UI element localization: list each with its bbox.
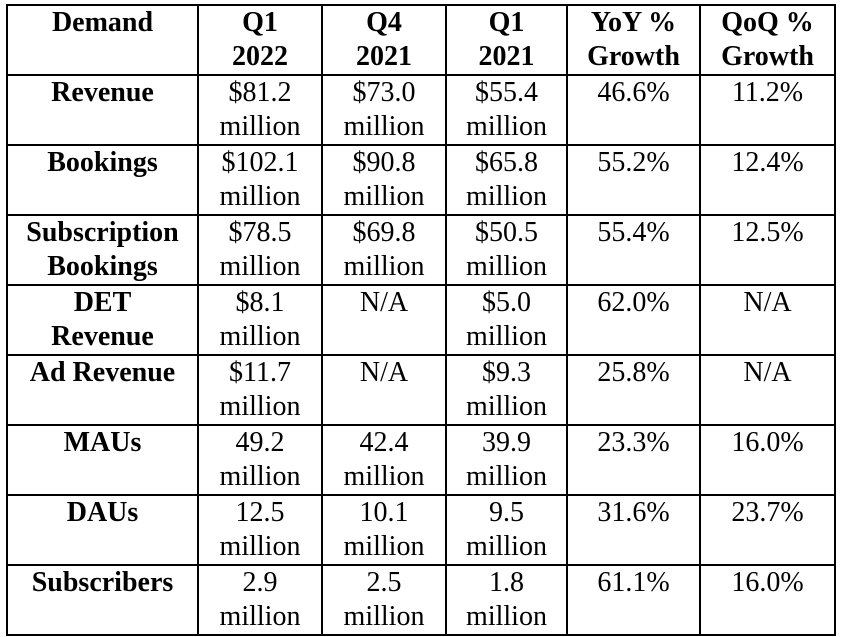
table-cell: 61.1% xyxy=(566,564,701,636)
table-row: Subscription Bookings $78.5 million $69.… xyxy=(6,214,836,286)
row-label: DET Revenue xyxy=(6,284,199,356)
table-cell: $81.2 million xyxy=(197,74,323,146)
header-row: Demand Q1 2022 Q4 2021 Q1 2021 YoY % Gro… xyxy=(6,4,836,76)
table-cell: N/A xyxy=(699,284,836,356)
table-cell: $55.4 million xyxy=(445,74,568,146)
table-cell: $102.1 million xyxy=(197,144,323,216)
table-cell: 9.5 million xyxy=(445,494,568,566)
table-cell: 2.9 million xyxy=(197,564,323,636)
table-cell: 12.5 million xyxy=(197,494,323,566)
table-cell: 11.2% xyxy=(699,74,836,146)
table-cell: 23.3% xyxy=(566,424,701,496)
table-cell: $73.0 million xyxy=(321,74,447,146)
row-label: Bookings xyxy=(6,144,199,216)
table-cell: $65.8 million xyxy=(445,144,568,216)
table-cell: $90.8 million xyxy=(321,144,447,216)
metrics-table-container: Demand Q1 2022 Q4 2021 Q1 2021 YoY % Gro… xyxy=(6,4,836,636)
table-cell: N/A xyxy=(699,354,836,426)
table-cell: 42.4 million xyxy=(321,424,447,496)
table-row: MAUs 49.2 million 42.4 million 39.9 mill… xyxy=(6,424,836,496)
table-cell: $11.7 million xyxy=(197,354,323,426)
table-cell: 16.0% xyxy=(699,424,836,496)
table-cell: 46.6% xyxy=(566,74,701,146)
table-cell: $5.0 million xyxy=(445,284,568,356)
table-cell: 62.0% xyxy=(566,284,701,356)
table-cell: $9.3 million xyxy=(445,354,568,426)
table-cell: $8.1 million xyxy=(197,284,323,356)
table-row: DAUs 12.5 million 10.1 million 9.5 milli… xyxy=(6,494,836,566)
table-cell: 25.8% xyxy=(566,354,701,426)
header-yoy-growth: YoY % Growth xyxy=(566,4,701,76)
table-cell: 16.0% xyxy=(699,564,836,636)
table-cell: 55.4% xyxy=(566,214,701,286)
metrics-table: Demand Q1 2022 Q4 2021 Q1 2021 YoY % Gro… xyxy=(6,4,836,636)
header-qoq-growth: QoQ % Growth xyxy=(699,4,836,76)
table-cell: $50.5 million xyxy=(445,214,568,286)
table-cell: 23.7% xyxy=(699,494,836,566)
table-cell: 1.8 million xyxy=(445,564,568,636)
table-cell: 10.1 million xyxy=(321,494,447,566)
table-cell: 2.5 million xyxy=(321,564,447,636)
table-cell: N/A xyxy=(321,354,447,426)
table-cell: 31.6% xyxy=(566,494,701,566)
row-label: Subscribers xyxy=(6,564,199,636)
table-cell: $69.8 million xyxy=(321,214,447,286)
row-label: Revenue xyxy=(6,74,199,146)
header-demand: Demand xyxy=(6,4,199,76)
row-label: Subscription Bookings xyxy=(6,214,199,286)
table-cell: $78.5 million xyxy=(197,214,323,286)
header-q1-2021: Q1 2021 xyxy=(445,4,568,76)
table-row: DET Revenue $8.1 million N/A $5.0 millio… xyxy=(6,284,836,356)
row-label: MAUs xyxy=(6,424,199,496)
row-label: Ad Revenue xyxy=(6,354,199,426)
table-cell: N/A xyxy=(321,284,447,356)
table-cell: 55.2% xyxy=(566,144,701,216)
table-cell: 12.5% xyxy=(699,214,836,286)
table-row: Ad Revenue $11.7 million N/A $9.3 millio… xyxy=(6,354,836,426)
table-row: Subscribers 2.9 million 2.5 million 1.8 … xyxy=(6,564,836,636)
table-cell: 39.9 million xyxy=(445,424,568,496)
table-cell: 49.2 million xyxy=(197,424,323,496)
table-row: Revenue $81.2 million $73.0 million $55.… xyxy=(6,74,836,146)
header-q4-2021: Q4 2021 xyxy=(321,4,447,76)
table-cell: 12.4% xyxy=(699,144,836,216)
header-q1-2022: Q1 2022 xyxy=(197,4,323,76)
table-row: Bookings $102.1 million $90.8 million $6… xyxy=(6,144,836,216)
row-label: DAUs xyxy=(6,494,199,566)
